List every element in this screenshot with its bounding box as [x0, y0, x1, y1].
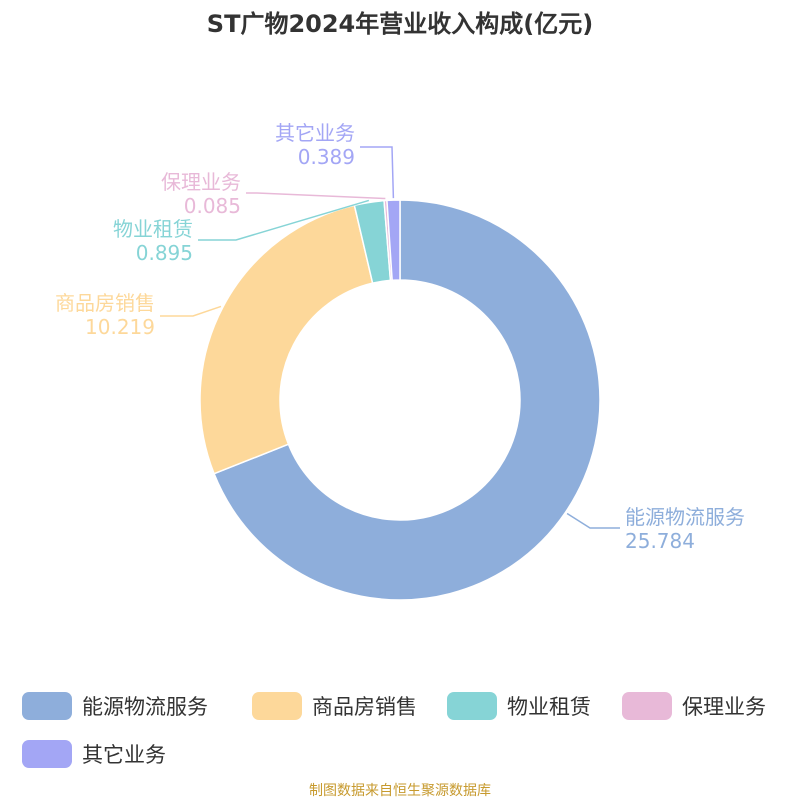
leader-line-2	[198, 199, 370, 241]
legend-swatch-1	[252, 692, 302, 720]
slice-label-value-0: 25.784	[625, 529, 695, 553]
slice-label-name-2: 物业租赁	[113, 217, 193, 241]
chart-title: ST广物2024年营业收入构成(亿元)	[207, 10, 593, 38]
leader-line-4	[360, 146, 395, 199]
legend-label-0: 能源物流服务	[82, 695, 208, 719]
slice-label-name-0: 能源物流服务	[625, 505, 745, 529]
slice-4	[386, 199, 401, 282]
slice-label-value-3: 0.085	[184, 194, 241, 218]
slice-label-name-1: 商品房销售	[55, 291, 155, 315]
legend-label-3: 保理业务	[682, 695, 766, 719]
legend-swatch-0	[22, 692, 72, 720]
slice-0	[213, 199, 601, 601]
leader-line-0	[566, 512, 620, 529]
slice-label-value-2: 0.895	[136, 241, 193, 265]
legend-label-4: 其它业务	[82, 743, 166, 767]
legend-swatch-2	[447, 692, 497, 720]
leader-line-3	[246, 192, 386, 200]
slice-label-name-4: 其它业务	[275, 121, 355, 145]
legend-swatch-3	[622, 692, 672, 720]
slice-1	[199, 204, 374, 475]
slice-label-value-1: 10.219	[85, 315, 155, 339]
slice-label-value-4: 0.389	[298, 145, 355, 169]
slices	[199, 199, 601, 601]
source-note: 制图数据来自恒生聚源数据库	[309, 783, 491, 799]
slice-label-name-3: 保理业务	[161, 170, 241, 194]
legend-label-2: 物业租赁	[507, 695, 591, 719]
legend-swatch-4	[22, 740, 72, 768]
legend-label-1: 商品房销售	[312, 695, 417, 719]
leader-line-1	[160, 305, 222, 317]
